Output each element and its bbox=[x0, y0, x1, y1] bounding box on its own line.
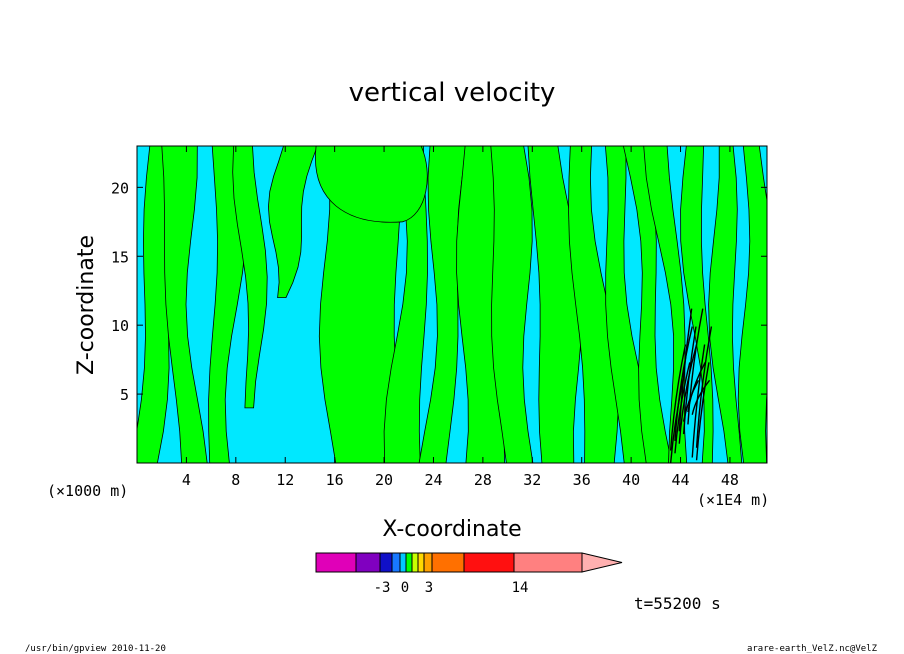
contour-line bbox=[678, 308, 693, 432]
contour-line bbox=[669, 344, 687, 451]
positive-region bbox=[383, 146, 428, 463]
x-tick-label: 4 bbox=[182, 471, 191, 489]
colorbar-segment bbox=[423, 552, 433, 573]
positive-region bbox=[622, 146, 673, 463]
positive-region bbox=[208, 146, 248, 463]
contour-line bbox=[695, 362, 710, 461]
x-tick-label: 32 bbox=[523, 471, 541, 489]
colorbar-segment bbox=[355, 552, 381, 573]
colorbar-arrow bbox=[581, 552, 623, 573]
x-tick-label: 8 bbox=[231, 471, 240, 489]
x-tick-label: 48 bbox=[721, 471, 739, 489]
colorbar-segment bbox=[315, 552, 357, 573]
contour-line bbox=[674, 326, 693, 441]
colorbar-segment bbox=[431, 552, 465, 573]
footer-right: arare-earth_VelZ.nc@VelZ bbox=[747, 644, 878, 654]
x-axis: 4 8 12 16 20 24 28 32 36 40 44 48 bbox=[182, 146, 739, 489]
x-tick-label: 20 bbox=[375, 471, 393, 489]
colorbar bbox=[315, 552, 623, 573]
x-tick-label: 36 bbox=[573, 471, 591, 489]
colorbar-segment bbox=[379, 552, 393, 573]
positive-region bbox=[315, 146, 428, 223]
contour-line bbox=[669, 380, 684, 463]
contour-line bbox=[695, 326, 713, 448]
contour-line bbox=[682, 379, 700, 422]
y-tick-label: 5 bbox=[120, 386, 129, 404]
contour-line bbox=[682, 326, 697, 435]
positive-region bbox=[643, 146, 688, 463]
x-tick-label: 28 bbox=[474, 471, 492, 489]
x-tick-label: 16 bbox=[326, 471, 344, 489]
colorbar-tick-label: -3 bbox=[374, 580, 391, 596]
colorbar-segment bbox=[411, 552, 419, 573]
colorbar-segment bbox=[463, 552, 515, 573]
x-tick-label: 40 bbox=[622, 471, 640, 489]
positive-region bbox=[161, 146, 208, 463]
x-unit-left: (×1000 m) bbox=[47, 482, 128, 500]
contour-line bbox=[678, 344, 698, 444]
positive-region bbox=[137, 146, 187, 463]
y-axis: 5 10 15 20 bbox=[111, 179, 767, 404]
positive-region bbox=[737, 146, 767, 463]
contour-field bbox=[137, 146, 767, 463]
colorbar-tick-labels: -3 0 3 14 bbox=[374, 580, 529, 596]
colorbar-segment bbox=[405, 552, 413, 573]
contour-line bbox=[691, 344, 706, 458]
colorbar-segment bbox=[513, 552, 583, 573]
plot-frame bbox=[136, 145, 768, 464]
contour-line bbox=[687, 362, 706, 413]
x-tick-label: 24 bbox=[424, 471, 442, 489]
colorbar-segment bbox=[391, 552, 401, 573]
y-tick-label: 20 bbox=[111, 179, 129, 197]
chart-title: vertical velocity bbox=[349, 78, 556, 108]
x-tick-label: 12 bbox=[276, 471, 294, 489]
colorbar-tick-label: 3 bbox=[425, 580, 433, 596]
plot-area bbox=[136, 145, 768, 464]
colorbar-tick-label: 0 bbox=[401, 580, 409, 596]
x-axis-label: X-coordinate bbox=[382, 517, 521, 542]
y-tick-label: 15 bbox=[111, 248, 129, 266]
x-unit-right: (×1E4 m) bbox=[697, 491, 769, 509]
contour-line bbox=[687, 308, 704, 425]
positive-region bbox=[418, 146, 468, 463]
positive-region bbox=[267, 146, 318, 299]
x-tick-label: 44 bbox=[671, 471, 689, 489]
positive-region bbox=[490, 146, 534, 463]
time-label: t=55200 s bbox=[634, 594, 721, 613]
contour-line bbox=[691, 379, 711, 415]
y-axis-label: Z-coordinate bbox=[74, 235, 99, 375]
positive-region bbox=[708, 146, 743, 463]
colorbar-tick-label: 14 bbox=[512, 580, 529, 596]
colorbar-segment bbox=[417, 552, 425, 573]
footer-left: /usr/bin/gpview 2010-11-20 bbox=[25, 644, 166, 654]
colorbar-segment bbox=[399, 552, 407, 573]
positive-region bbox=[232, 146, 268, 409]
y-tick-label: 10 bbox=[111, 317, 129, 335]
